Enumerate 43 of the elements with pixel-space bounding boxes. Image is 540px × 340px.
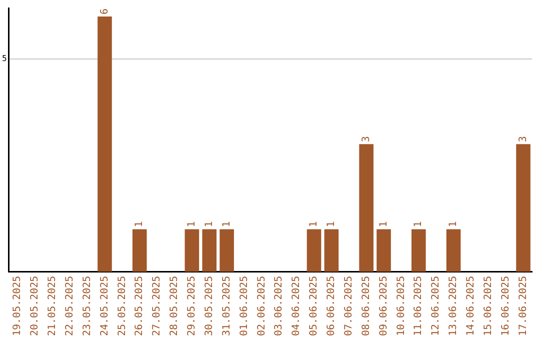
x-tick-label: 14.06.2025 [466,276,477,336]
x-tick-label: 16.06.2025 [500,276,512,336]
x-tick-label: 31.05.2025 [221,276,232,336]
x-tick-label: 07.06.2025 [343,276,354,336]
x-tick-label: 22.05.2025 [64,276,76,336]
x-tick-label: 21.05.2025 [47,276,58,336]
x-tick-label: 19.05.2025 [12,276,24,336]
x-tick-label: 03.06.2025 [274,276,285,336]
x-tick-label: 13.06.2025 [448,276,460,336]
x-tick-label: 01.06.2025 [238,276,250,336]
data-label: 1 [413,221,424,228]
x-tick-label: 28.05.2025 [169,276,180,336]
data-label: 1 [308,221,320,228]
data-label: 1 [448,221,460,228]
data-label: 1 [186,221,198,228]
x-tick-label: 27.05.2025 [152,276,163,336]
x-tick-label: 26.05.2025 [134,276,146,336]
data-label: 3 [360,136,372,142]
y-tick-label: 5 [2,54,7,64]
x-tick-label: 23.05.2025 [82,276,93,336]
x-tick-label: 20.05.2025 [30,276,41,336]
data-label: 3 [518,136,529,142]
x-tick-label: 30.05.2025 [204,276,215,336]
x-tick-label: 15.06.2025 [482,276,494,336]
x-tick-label: 06.06.2025 [326,276,338,336]
data-label: 1 [204,221,215,228]
data-label: 1 [378,221,390,228]
x-tick-label: 09.06.2025 [378,276,390,336]
data-label: 6 [99,8,110,15]
data-label: 1 [134,221,146,228]
x-tick-label: 04.06.2025 [291,276,302,336]
x-tick-label: 29.05.2025 [186,276,198,336]
x-tick-label: 08.06.2025 [360,276,372,336]
x-tick-label: 24.05.2025 [99,276,110,336]
x-tick-label: 05.06.2025 [308,276,320,336]
x-tick-label: 02.06.2025 [256,276,268,336]
x-tick-label: 25.05.2025 [116,276,128,336]
x-tick-label: 17.06.2025 [518,276,529,336]
data-label: 1 [326,221,338,228]
x-tick-label: 12.06.2025 [430,276,442,336]
x-tick-label: 10.06.2025 [396,276,407,336]
data-label: 1 [221,221,232,228]
x-tick-label: 11.06.2025 [413,276,424,336]
